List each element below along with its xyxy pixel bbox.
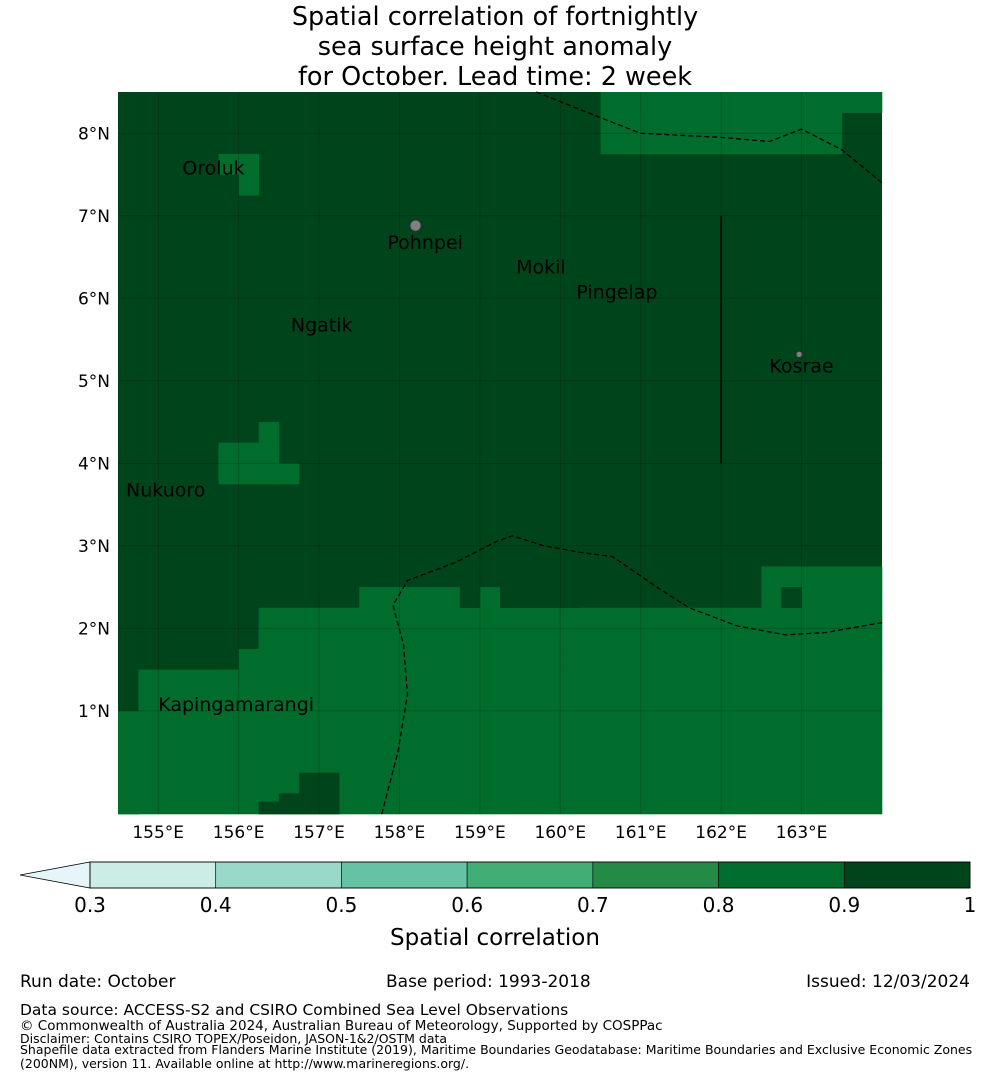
correlation-cell-0-8-0-9 <box>238 648 883 670</box>
place-label-pingelap: Pingelap <box>576 281 657 303</box>
colorbar-bin <box>89 861 217 889</box>
correlation-cell-0-8-0-9 <box>218 669 239 691</box>
colorbar-tick-label: 1 <box>964 893 977 917</box>
colorbar-tick-label: 0.5 <box>326 893 358 917</box>
place-label-ngatik: Ngatik <box>291 314 353 336</box>
map-plot-area: Oroluk Pohnpei Mokil Pingelap Ngatik Kosrae Nu… <box>118 91 883 815</box>
correlation-cell-0-9-1-0 <box>459 587 481 609</box>
place-label-oroluk: Oroluk <box>182 158 244 180</box>
colorbar-tick-label: 0.7 <box>577 893 609 917</box>
lon-tick-label: 161°E <box>615 823 667 843</box>
correlation-cell-0-9-1-0 <box>781 587 802 609</box>
eez-boundary <box>535 91 883 184</box>
colorbar-bin <box>466 861 594 889</box>
chart-title: Spatial correlation of fortnightly sea s… <box>0 2 990 92</box>
correlation-cell-0-8-0-9 <box>761 566 883 609</box>
colorbar-label: Spatial correlation <box>390 925 600 951</box>
colorbar-bin <box>341 861 468 889</box>
correlation-cell-0-8-0-9 <box>479 587 501 609</box>
lat-tick-label: 6°N <box>78 289 110 309</box>
shapefile-credit-2: (200NM), version 11. Available online at… <box>20 1056 470 1071</box>
data-source: Data source: ACCESS-S2 and CSIRO Combine… <box>20 1001 569 1019</box>
colorbar: 0.3 0.4 0.5 0.6 0.7 0.8 0.9 1 Spatial correlatio… <box>19 861 977 951</box>
shapefile-credit-1: Shapefile data extracted from Flanders M… <box>20 1042 973 1057</box>
lat-tick-label: 4°N <box>78 454 110 474</box>
correlation-cell-0-8-0-9 <box>258 422 280 443</box>
place-label-pohnpei: Pohnpei <box>387 232 463 254</box>
correlation-cell-0-9-1-0 <box>118 628 139 712</box>
correlation-cell-0-9-1-0 <box>500 587 581 609</box>
pohnpei-island <box>409 219 422 232</box>
lon-tick-label: 162°E <box>695 823 747 843</box>
correlation-cell-0-8-0-9 <box>721 112 843 134</box>
correlation-cell-0-8-0-9 <box>640 92 682 113</box>
copyright: © Commonwealth of Australia 2024, Austra… <box>20 1018 663 1034</box>
colorbar-bin <box>718 861 845 889</box>
lon-tick-label: 157°E <box>293 823 345 843</box>
place-label-kosrae: Kosrae <box>769 356 833 378</box>
map-axes: 155°E 156°E 157°E 158°E 159°E 160°E 161°E 162°E… <box>78 124 827 843</box>
colorbar-tick-label: 0.3 <box>74 893 106 917</box>
eez-boundary <box>381 535 883 815</box>
correlation-cell-0-8-0-9 <box>138 752 159 774</box>
correlation-cell-0-8-0-9 <box>218 153 239 175</box>
place-label-nukuoro: Nukuoro <box>126 479 205 501</box>
lon-tick-label: 155°E <box>132 823 184 843</box>
correlation-cell-0-9-1-0 <box>118 607 159 629</box>
lat-tick-label: 1°N <box>78 702 110 722</box>
correlation-cell-0-9-1-0 <box>278 793 340 815</box>
correlation-cell-0-8-0-9 <box>118 669 883 815</box>
run-date: Run date: October <box>20 972 176 992</box>
colorbar-bin <box>592 861 719 889</box>
correlation-cell-0-8-0-9 <box>158 731 179 753</box>
lat-tick-label: 7°N <box>78 207 110 227</box>
lat-tick-label: 5°N <box>78 372 110 392</box>
colorbar-tick-label: 0.8 <box>703 893 735 917</box>
correlation-cell-0-8-0-9 <box>218 442 280 485</box>
title-line-2: sea surface height anomaly <box>317 32 673 62</box>
lon-tick-label: 163°E <box>776 823 828 843</box>
issued-date: Issued: 12/03/2024 <box>806 972 970 992</box>
colorbar-bin <box>215 861 342 889</box>
correlation-cell-0-8-0-9 <box>238 153 260 196</box>
lat-tick-label: 8°N <box>78 124 110 144</box>
correlation-cell-0-9-1-0 <box>258 801 280 815</box>
correlation-cell-0-8-0-9 <box>861 92 883 113</box>
correlation-cell-0-8-0-9 <box>198 690 219 712</box>
place-label-mokil: Mokil <box>516 257 566 279</box>
correlation-cell-0-8-0-9 <box>178 710 199 732</box>
correlation-cell-0-8-0-9 <box>801 92 863 113</box>
kosrae-island <box>795 350 803 359</box>
correlation-cell-0-9-1-0 <box>298 772 340 794</box>
colorbar-tick-label: 0.4 <box>200 893 232 917</box>
colorbar-bin <box>843 861 971 889</box>
lon-tick-label: 160°E <box>534 823 586 843</box>
correlation-cell-0-8-0-9 <box>359 587 461 609</box>
base-period: Base period: 1993-2018 <box>386 972 591 992</box>
map-figure: Oroluk Pohnpei Mokil Pingelap Ngatik Kosrae Nu… <box>19 91 977 951</box>
correlation-cell-0-8-0-9 <box>118 772 139 815</box>
correlation-cell-0-8-0-9 <box>620 133 802 155</box>
colorbar-tick-label: 0.6 <box>451 893 483 917</box>
lat-tick-label: 3°N <box>78 537 110 557</box>
colorbar-tick-label: 0.9 <box>828 893 860 917</box>
lat-tick-label: 2°N <box>78 619 110 639</box>
lon-tick-label: 158°E <box>374 823 426 843</box>
lon-tick-label: 156°E <box>213 823 265 843</box>
colorbar-frame <box>89 861 971 889</box>
title-line-1: Spatial correlation of fortnightly <box>291 2 699 32</box>
disclaimer: Disclaimer: Contains CSIRO TOPEX/Poseido… <box>20 1031 448 1046</box>
lon-tick-label: 159°E <box>454 823 506 843</box>
place-label-kapingamarangi: Kapingamarangi <box>158 694 314 716</box>
correlation-cell-0-8-0-9 <box>258 607 883 650</box>
colorbar-under-extension <box>19 861 91 889</box>
title-line-3: for October. Lead time: 2 week <box>297 62 693 92</box>
correlation-cell-0-8-0-9 <box>278 463 300 485</box>
